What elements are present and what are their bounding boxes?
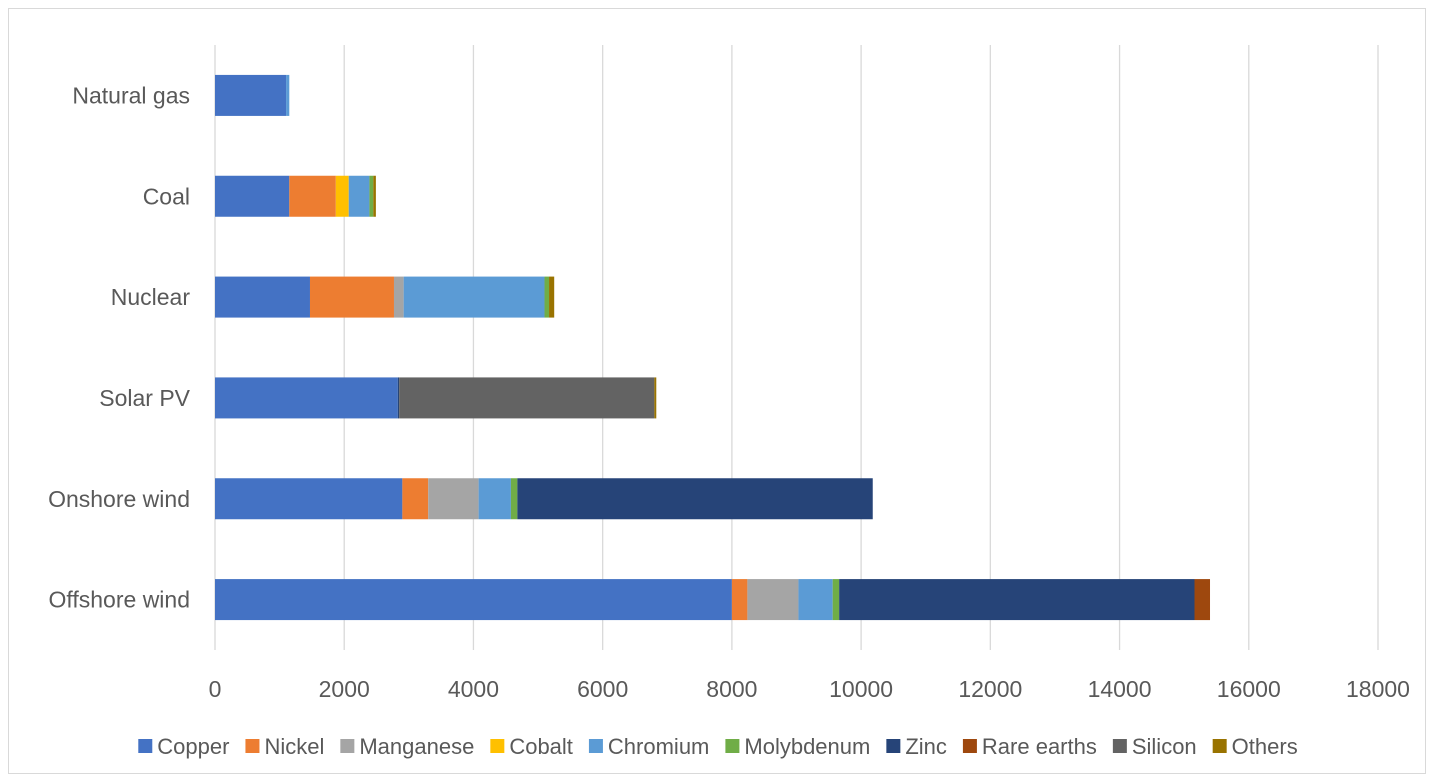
x-tick-label: 6000	[577, 676, 628, 702]
bar-offshore-wind-molybdenum	[832, 579, 840, 621]
bar-solar-pv-copper	[215, 377, 398, 419]
legend-label-copper: Copper	[157, 734, 229, 759]
bar-coal-others	[373, 175, 376, 217]
bar-offshore-wind-nickel	[731, 579, 748, 621]
bar-offshore-wind-rare-earths	[1194, 579, 1211, 621]
bar-nuclear-nickel	[309, 276, 394, 318]
x-tick-label: 0	[209, 676, 222, 702]
legend-swatch-cobalt	[490, 739, 505, 753]
x-tick-label: 16000	[1217, 676, 1281, 702]
legend-label-cobalt: Cobalt	[509, 734, 573, 759]
legend-label-nickel: Nickel	[264, 734, 324, 759]
bar-offshore-wind-zinc	[839, 579, 1195, 621]
legend-swatch-rare-earths	[962, 739, 977, 753]
x-tick-label: 2000	[319, 676, 370, 702]
legend: Copper Nickel Manganese Cobalt Chromium Molyb…	[138, 734, 1298, 759]
x-tick-label: 4000	[448, 676, 499, 702]
legend-swatch-molybdenum	[725, 739, 740, 753]
bar-nuclear-others	[549, 276, 555, 318]
bar-offshore-wind-copper	[215, 579, 732, 621]
legend-swatch-silicon	[1112, 739, 1127, 753]
bar-natural-gas-copper	[215, 74, 287, 116]
bar-solar-pv-zinc	[397, 377, 400, 419]
legend-swatch-zinc	[886, 739, 901, 753]
bar-nuclear-chromium	[403, 276, 545, 318]
bar-nuclear-copper	[215, 276, 310, 318]
legend-label-others: Others	[1232, 734, 1298, 759]
legend-swatch-chromium	[588, 739, 603, 753]
bar-onshore-wind-chromium	[478, 478, 511, 520]
x-tick-label: 10000	[829, 676, 893, 702]
category-label-nuclear: Nuclear	[111, 284, 191, 310]
legend-label-zinc: Zinc	[905, 734, 947, 759]
legend-label-silicon: Silicon	[1132, 734, 1197, 759]
legend-label-molybdenum: Molybdenum	[744, 734, 870, 759]
legend-label-chromium: Chromium	[608, 734, 709, 759]
bar-coal-nickel	[289, 175, 336, 217]
bar-onshore-wind-copper	[215, 478, 403, 520]
category-label-coal: Coal	[143, 183, 190, 209]
category-label-solar-pv: Solar PV	[99, 385, 190, 411]
bar-coal-molybdenum	[369, 175, 374, 217]
bar-offshore-wind-manganese	[747, 579, 799, 621]
bar-offshore-wind-chromium	[798, 579, 833, 621]
legend-label-manganese: Manganese	[359, 734, 474, 759]
bar-coal-chromium	[348, 175, 370, 217]
category-label-offshore-wind: Offshore wind	[49, 587, 190, 613]
legend-label-rare-earths: Rare earths	[982, 734, 1097, 759]
gridlines	[214, 45, 1379, 650]
bar-solar-pv-silicon	[399, 377, 655, 419]
legend-swatch-nickel	[245, 739, 260, 753]
bar-natural-gas-chromium	[286, 74, 290, 116]
bar-onshore-wind-molybdenum	[510, 478, 518, 520]
bar-nuclear-molybdenum	[544, 276, 550, 318]
bar-onshore-wind-manganese	[428, 478, 479, 520]
bar-onshore-wind-nickel	[402, 478, 429, 520]
legend-swatch-copper	[138, 739, 153, 753]
category-label-natural-gas: Natural gas	[72, 82, 190, 108]
legend-swatch-manganese	[340, 739, 355, 753]
legend-swatch-others	[1212, 739, 1227, 753]
x-tick-label: 14000	[1088, 676, 1152, 702]
category-label-onshore-wind: Onshore wind	[48, 486, 190, 512]
bar-nuclear-manganese	[393, 276, 404, 318]
bar-coal-cobalt	[335, 175, 349, 217]
bar-solar-pv-others	[654, 377, 657, 419]
bar-onshore-wind-zinc	[517, 478, 873, 520]
x-tick-label: 8000	[706, 676, 757, 702]
bar-coal-copper	[215, 175, 290, 217]
category-labels: Offshore wind Onshore wind Solar PV Nuclear…	[48, 82, 191, 612]
x-tick-label: 12000	[958, 676, 1022, 702]
x-tick-label: 18000	[1346, 676, 1410, 702]
x-axis-ticks: 0 2000 4000 6000 8000 10000 12000 14000 16000 180…	[209, 676, 1410, 702]
bars	[215, 74, 1211, 621]
